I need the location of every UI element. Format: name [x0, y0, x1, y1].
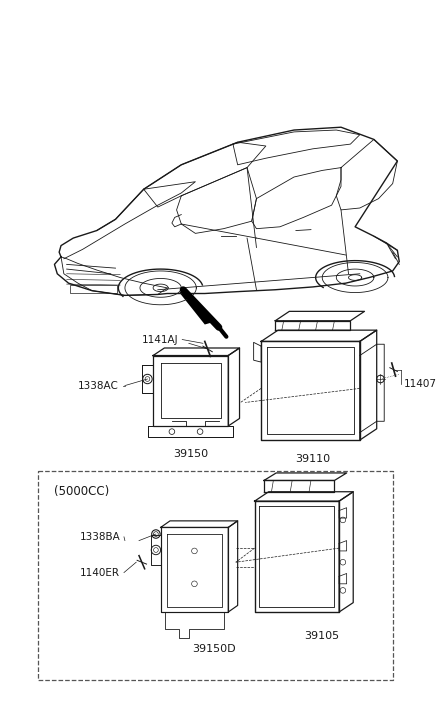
Text: 39150: 39150 — [173, 449, 208, 459]
Text: 1338AC: 1338AC — [78, 380, 119, 390]
Text: 39110: 39110 — [295, 454, 330, 464]
Text: 39105: 39105 — [305, 631, 340, 640]
Text: 1141AJ: 1141AJ — [142, 334, 179, 345]
Text: 39150D: 39150D — [192, 644, 236, 654]
Text: (5000CC): (5000CC) — [54, 485, 110, 498]
Text: 11407: 11407 — [404, 379, 437, 389]
Text: 1140ER: 1140ER — [80, 568, 120, 577]
Text: 1338BA: 1338BA — [80, 532, 120, 542]
Polygon shape — [179, 291, 211, 324]
Bar — [71, 285, 117, 292]
Bar — [38, 471, 392, 680]
